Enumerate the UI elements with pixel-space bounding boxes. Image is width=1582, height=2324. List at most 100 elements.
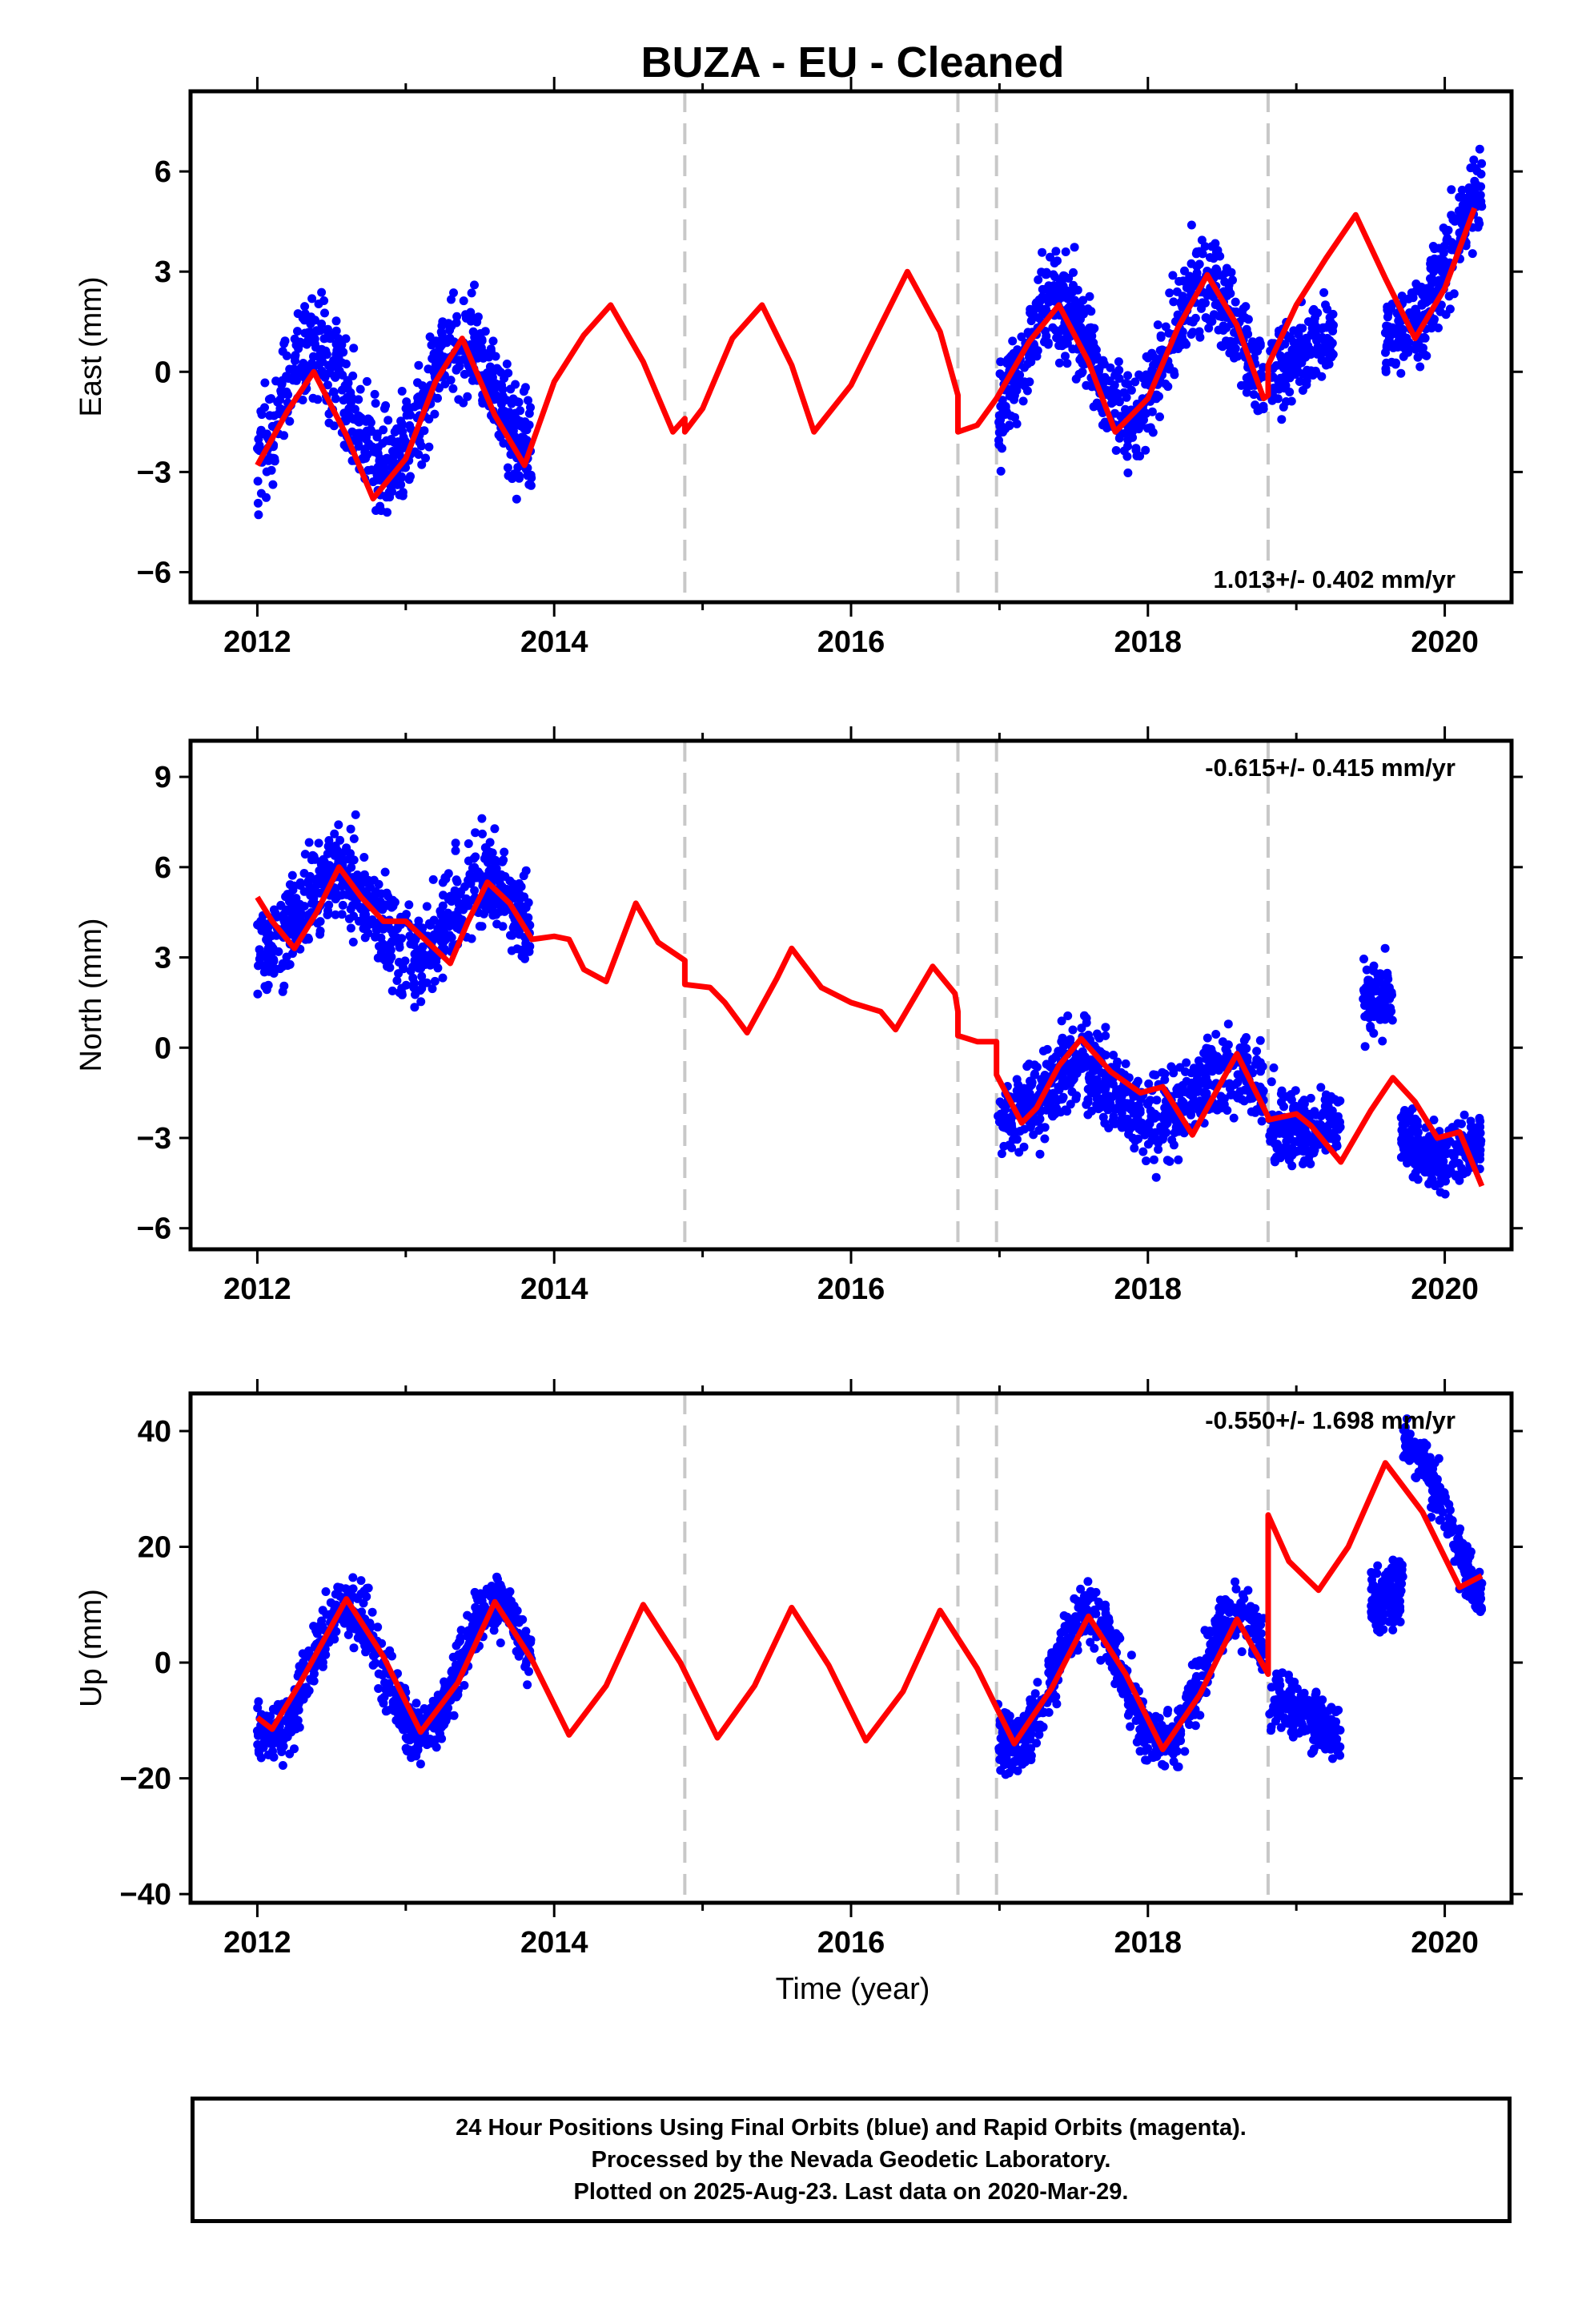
data-point bbox=[1119, 388, 1129, 397]
data-point bbox=[1123, 436, 1133, 444]
data-point bbox=[461, 310, 470, 320]
data-point bbox=[1428, 242, 1438, 251]
y-tick-label: 0 bbox=[155, 356, 171, 389]
data-point bbox=[444, 319, 453, 328]
y-tick-label: −6 bbox=[137, 1212, 171, 1246]
data-point bbox=[259, 919, 269, 928]
data-point bbox=[459, 296, 468, 306]
data-point bbox=[478, 829, 487, 838]
data-point bbox=[1383, 971, 1392, 981]
data-point bbox=[523, 1680, 532, 1690]
data-point bbox=[406, 472, 415, 481]
data-point bbox=[998, 396, 1007, 405]
data-point bbox=[1369, 966, 1378, 975]
chart-title: BUZA - EU - Cleaned bbox=[640, 38, 1064, 86]
x-tick-label: 2020 bbox=[1411, 1273, 1479, 1306]
data-point bbox=[499, 439, 508, 448]
data-point bbox=[307, 312, 315, 322]
data-point bbox=[348, 1573, 358, 1582]
data-point bbox=[374, 1684, 383, 1693]
data-point bbox=[1255, 1035, 1265, 1045]
data-point bbox=[505, 1597, 515, 1606]
data-point bbox=[1023, 360, 1033, 368]
data-point bbox=[341, 360, 351, 368]
data-point bbox=[1143, 1100, 1153, 1109]
data-point bbox=[1203, 1033, 1212, 1043]
data-point bbox=[1134, 1134, 1143, 1144]
data-point bbox=[308, 883, 318, 893]
data-point bbox=[1279, 1127, 1289, 1136]
data-point bbox=[288, 949, 297, 959]
data-point bbox=[1022, 1062, 1032, 1072]
data-point bbox=[329, 421, 339, 431]
data-point bbox=[1131, 444, 1141, 453]
data-point bbox=[1094, 367, 1103, 376]
data-point bbox=[1109, 1051, 1118, 1059]
data-point bbox=[428, 957, 437, 967]
data-point bbox=[1427, 259, 1437, 268]
data-point bbox=[1178, 292, 1187, 301]
data-point bbox=[1018, 396, 1028, 406]
data-point bbox=[1383, 312, 1392, 322]
data-point bbox=[1068, 344, 1078, 354]
data-point bbox=[452, 1692, 461, 1702]
data-point bbox=[1079, 1011, 1089, 1020]
data-point bbox=[380, 867, 390, 877]
data-point bbox=[1378, 995, 1387, 1004]
data-point bbox=[1088, 325, 1098, 335]
data-point bbox=[1114, 365, 1124, 375]
data-point bbox=[500, 847, 509, 857]
data-point bbox=[1441, 1176, 1450, 1186]
data-point bbox=[1069, 1074, 1078, 1084]
data-point bbox=[448, 384, 458, 393]
data-point bbox=[1108, 1080, 1118, 1089]
data-point bbox=[1029, 1130, 1038, 1140]
data-point bbox=[325, 861, 335, 870]
data-point bbox=[320, 308, 329, 318]
data-point bbox=[1289, 326, 1299, 336]
data-point bbox=[290, 352, 299, 362]
data-point bbox=[1003, 1124, 1013, 1133]
data-point bbox=[465, 870, 475, 879]
data-point bbox=[254, 1697, 263, 1707]
data-point bbox=[436, 910, 446, 919]
data-point bbox=[1120, 1102, 1129, 1112]
data-point bbox=[309, 1676, 319, 1686]
data-point bbox=[417, 971, 427, 981]
data-point bbox=[1138, 1147, 1148, 1156]
data-point bbox=[438, 943, 448, 952]
data-point bbox=[1297, 1132, 1307, 1141]
data-point bbox=[278, 911, 287, 921]
data-point bbox=[365, 416, 375, 424]
data-point bbox=[392, 976, 402, 985]
data-point bbox=[385, 955, 394, 965]
data-point bbox=[1226, 1090, 1235, 1100]
data-point bbox=[1159, 1120, 1169, 1130]
data-point bbox=[1469, 155, 1479, 165]
data-point bbox=[1296, 335, 1306, 344]
data-point bbox=[317, 287, 327, 297]
data-point bbox=[470, 1611, 480, 1621]
data-point bbox=[1182, 1058, 1191, 1068]
data-point bbox=[471, 852, 480, 862]
data-point bbox=[1243, 1586, 1253, 1595]
data-point bbox=[519, 871, 528, 881]
data-point bbox=[430, 356, 440, 365]
data-point bbox=[1075, 1055, 1085, 1065]
data-point bbox=[1020, 1124, 1029, 1134]
x-tick-label: 2014 bbox=[520, 1273, 588, 1306]
data-point bbox=[481, 843, 491, 853]
model-fit-line bbox=[255, 207, 1477, 502]
data-point bbox=[433, 1691, 443, 1700]
data-point bbox=[278, 1761, 287, 1770]
y-tick-label: 6 bbox=[155, 155, 171, 189]
data-point bbox=[1239, 1035, 1249, 1045]
data-point bbox=[470, 862, 480, 872]
data-point bbox=[257, 410, 267, 420]
data-point bbox=[363, 928, 373, 938]
data-point bbox=[1321, 300, 1330, 310]
data-point bbox=[1313, 349, 1322, 359]
data-point bbox=[1036, 1083, 1046, 1092]
data-point bbox=[519, 387, 528, 396]
data-point bbox=[1403, 294, 1413, 304]
